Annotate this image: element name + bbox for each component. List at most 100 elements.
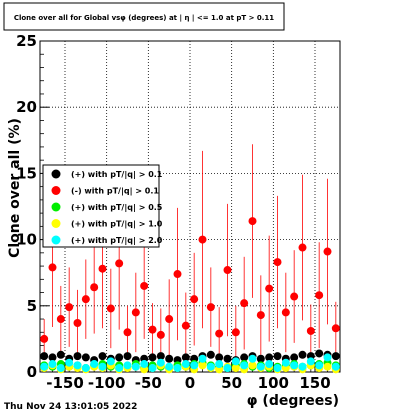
data-point-series-0 <box>123 352 132 361</box>
data-point-series-4 <box>123 361 132 370</box>
data-point-series-1 <box>65 303 74 312</box>
data-point-series-4 <box>198 354 207 363</box>
legend-marker <box>51 186 61 195</box>
x-tick-label: 0 <box>185 374 195 392</box>
data-point-series-1 <box>298 243 307 252</box>
data-point-series-1 <box>290 292 299 301</box>
data-point-series-1 <box>323 247 332 256</box>
data-point-series-0 <box>206 350 215 359</box>
data-point-series-1 <box>48 263 57 272</box>
x-tick-label: -100 <box>88 374 126 392</box>
data-point-series-4 <box>81 364 90 373</box>
x-tick-label: -50 <box>135 374 162 392</box>
data-point-series-0 <box>40 352 49 361</box>
data-point-series-0 <box>298 350 307 359</box>
data-point-series-1 <box>248 217 257 226</box>
data-point-series-0 <box>265 353 274 362</box>
data-point-series-0 <box>48 353 57 362</box>
x-tick-label: 150 <box>299 374 330 392</box>
data-point-series-0 <box>156 352 165 361</box>
data-point-series-4 <box>148 364 157 373</box>
data-point-series-4 <box>273 364 282 373</box>
data-point-series-3 <box>198 361 207 370</box>
data-point-series-0 <box>331 352 340 361</box>
data-point-series-0 <box>215 353 224 362</box>
data-point-series-1 <box>181 321 190 330</box>
data-point-series-0 <box>273 352 282 361</box>
data-point-series-0 <box>223 354 232 363</box>
data-point-series-4 <box>240 361 249 370</box>
data-point-series-1 <box>331 324 340 333</box>
data-point-series-0 <box>165 354 174 363</box>
data-point-series-4 <box>131 362 140 371</box>
data-point-series-0 <box>81 353 90 362</box>
chart-title: Clone over all for Global vsφ (degrees) … <box>14 14 274 23</box>
data-point-series-1 <box>90 283 99 292</box>
data-point-series-4 <box>290 361 299 370</box>
data-point-series-4 <box>73 361 82 370</box>
data-point-series-1 <box>265 284 274 293</box>
data-point-series-4 <box>265 360 274 369</box>
data-point-series-1 <box>256 311 265 320</box>
data-point-series-1 <box>281 308 290 317</box>
data-point-series-1 <box>106 304 115 313</box>
legend-marker <box>51 202 61 212</box>
data-point-series-4 <box>306 357 315 366</box>
data-point-series-4 <box>331 362 340 371</box>
data-point-series-4 <box>206 362 215 371</box>
y-tick-label: 10 <box>16 231 37 249</box>
data-point-series-3 <box>323 362 332 371</box>
data-point-series-0 <box>148 353 157 362</box>
axis-ticks: -150 -100 -50 0 50 100 150 0 5 10 15 20 25 <box>16 32 337 392</box>
y-tick-label: 5 <box>27 297 37 315</box>
data-point-series-4 <box>231 357 240 366</box>
data-point-series-0 <box>73 352 82 361</box>
y-tick-label: 25 <box>16 32 37 50</box>
y-tick-label: 15 <box>16 164 37 182</box>
data-point-series-1 <box>173 270 182 279</box>
data-point-series-4 <box>65 358 74 367</box>
data-point-series-1 <box>190 295 199 304</box>
timestamp: Thu Nov 24 13:01:05 2022 <box>4 402 137 412</box>
data-point-series-1 <box>165 315 174 324</box>
data-point-series-1 <box>73 319 82 328</box>
legend: (+) with pT/|q| > 0.1 (-) with pT/|q| > 0… <box>42 164 163 248</box>
data-point-series-1 <box>315 291 324 300</box>
y-axis-label: Clone over all (%) <box>7 118 23 258</box>
data-point-series-4 <box>115 364 124 373</box>
data-point-series-4 <box>156 358 165 367</box>
data-point-series-4 <box>298 362 307 371</box>
legend-label: (+) with pT/|q| > 0.5 <box>71 203 163 212</box>
legend-marker <box>51 169 61 179</box>
data-point-series-4 <box>98 362 107 371</box>
data-point-series-0 <box>115 353 124 362</box>
data-point-series-4 <box>40 362 49 371</box>
data-point-series-1 <box>273 258 282 267</box>
x-tick-label: 100 <box>258 374 289 392</box>
data-point-series-4 <box>215 360 224 369</box>
data-point-series-4 <box>181 360 190 369</box>
legend-label: (-) with pT/|q| > 0.1 <box>71 187 159 196</box>
data-point-series-4 <box>256 362 265 371</box>
data-point-series-4 <box>248 354 257 363</box>
legend-label: (+) with pT/|q| > 2.0 <box>71 236 163 245</box>
data-point-series-4 <box>281 358 290 367</box>
y-tick-label: 0 <box>27 363 37 381</box>
legend-box <box>42 164 160 248</box>
data-point-series-4 <box>190 361 199 370</box>
x-tick-label: -150 <box>46 374 84 392</box>
data-point-series-1 <box>40 334 49 343</box>
data-point-series-4 <box>106 357 115 366</box>
data-point-series-3 <box>231 364 240 373</box>
data-point-series-1 <box>156 330 165 339</box>
data-point-series-3 <box>248 361 257 370</box>
data-point-series-4 <box>56 364 65 373</box>
data-point-series-1 <box>115 259 124 268</box>
data-point-series-1 <box>148 325 157 334</box>
data-point-series-4 <box>223 364 232 373</box>
x-tick-label: 50 <box>221 374 242 392</box>
data-point-series-4 <box>165 362 174 371</box>
data-point-series-1 <box>206 303 215 312</box>
y-tick-label: 20 <box>16 98 37 116</box>
